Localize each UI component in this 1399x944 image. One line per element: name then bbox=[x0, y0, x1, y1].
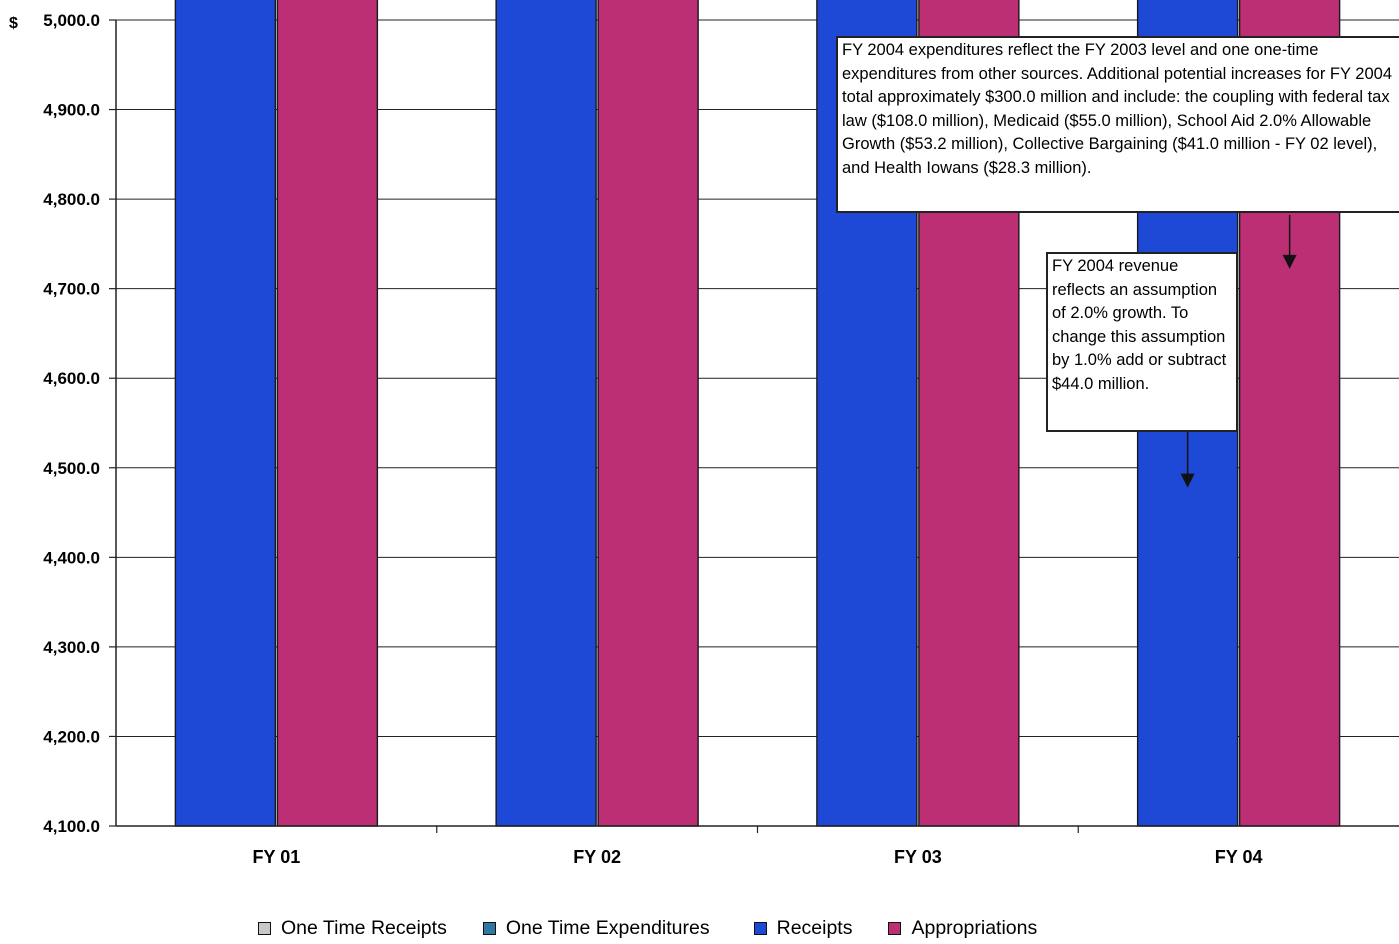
bar-appropriations bbox=[597, 0, 699, 827]
y-tick-label: 4,800.0 bbox=[43, 190, 100, 209]
axes: 4,100.0 4,200.0 4,300.0 4,400.0 4,500.0 4,600… bbox=[43, 11, 1399, 867]
y-tick-label: 4,700.0 bbox=[43, 280, 100, 299]
annotation-arrows bbox=[1180, 215, 1297, 488]
y-axis-currency-symbol: $ bbox=[9, 15, 18, 32]
y-tick-label: 4,300.0 bbox=[43, 638, 100, 657]
bar-receipts bbox=[174, 0, 277, 827]
legend-item-appropriations: Appropriations bbox=[888, 917, 1037, 940]
x-tick-label: FY 04 bbox=[1215, 847, 1263, 867]
bar-appropriations bbox=[276, 0, 379, 827]
bar-receipts bbox=[495, 0, 597, 827]
legend-label: One Time Expenditures bbox=[505, 916, 710, 939]
legend-swatch bbox=[258, 921, 271, 935]
legend-swatch bbox=[753, 921, 767, 935]
y-tick-label: 4,500.0 bbox=[43, 459, 100, 478]
y-tick-label: 4,400.0 bbox=[43, 548, 100, 567]
y-tick-label: 4,200.0 bbox=[43, 727, 100, 746]
legend-label: Receipts bbox=[776, 916, 853, 939]
y-tick-label: 4,900.0 bbox=[43, 101, 100, 120]
legend-item-receipts: Receipts bbox=[753, 916, 853, 940]
expenditures-annotation: FY 2004 expenditures reflect the FY 2003… bbox=[836, 36, 1399, 213]
revenue-annotation: FY 2004 revenue reflects an assumption o… bbox=[1046, 252, 1238, 432]
legend-label: Appropriations bbox=[911, 916, 1038, 939]
legend-label: One Time Receipts bbox=[281, 916, 447, 939]
y-tick-label: 4,600.0 bbox=[43, 369, 100, 388]
revenue-arrow-head bbox=[1180, 473, 1195, 488]
legend-item-one-time-expenditures: One Time Expenditures bbox=[482, 916, 710, 940]
expenditures-arrow-head bbox=[1282, 254, 1297, 269]
legend-swatch bbox=[482, 921, 496, 935]
legend: One Time Receipts One Time Expenditures Re… bbox=[258, 915, 1073, 941]
y-tick-label: 5,000.0 bbox=[43, 11, 100, 30]
legend-item-one-time-receipts: One Time Receipts bbox=[258, 917, 447, 940]
y-tick-label: 4,100.0 bbox=[43, 817, 100, 836]
x-tick-label: FY 01 bbox=[253, 847, 301, 867]
x-tick-label: FY 03 bbox=[894, 847, 942, 867]
x-tick-label: FY 02 bbox=[573, 847, 621, 867]
legend-swatch bbox=[888, 921, 902, 935]
